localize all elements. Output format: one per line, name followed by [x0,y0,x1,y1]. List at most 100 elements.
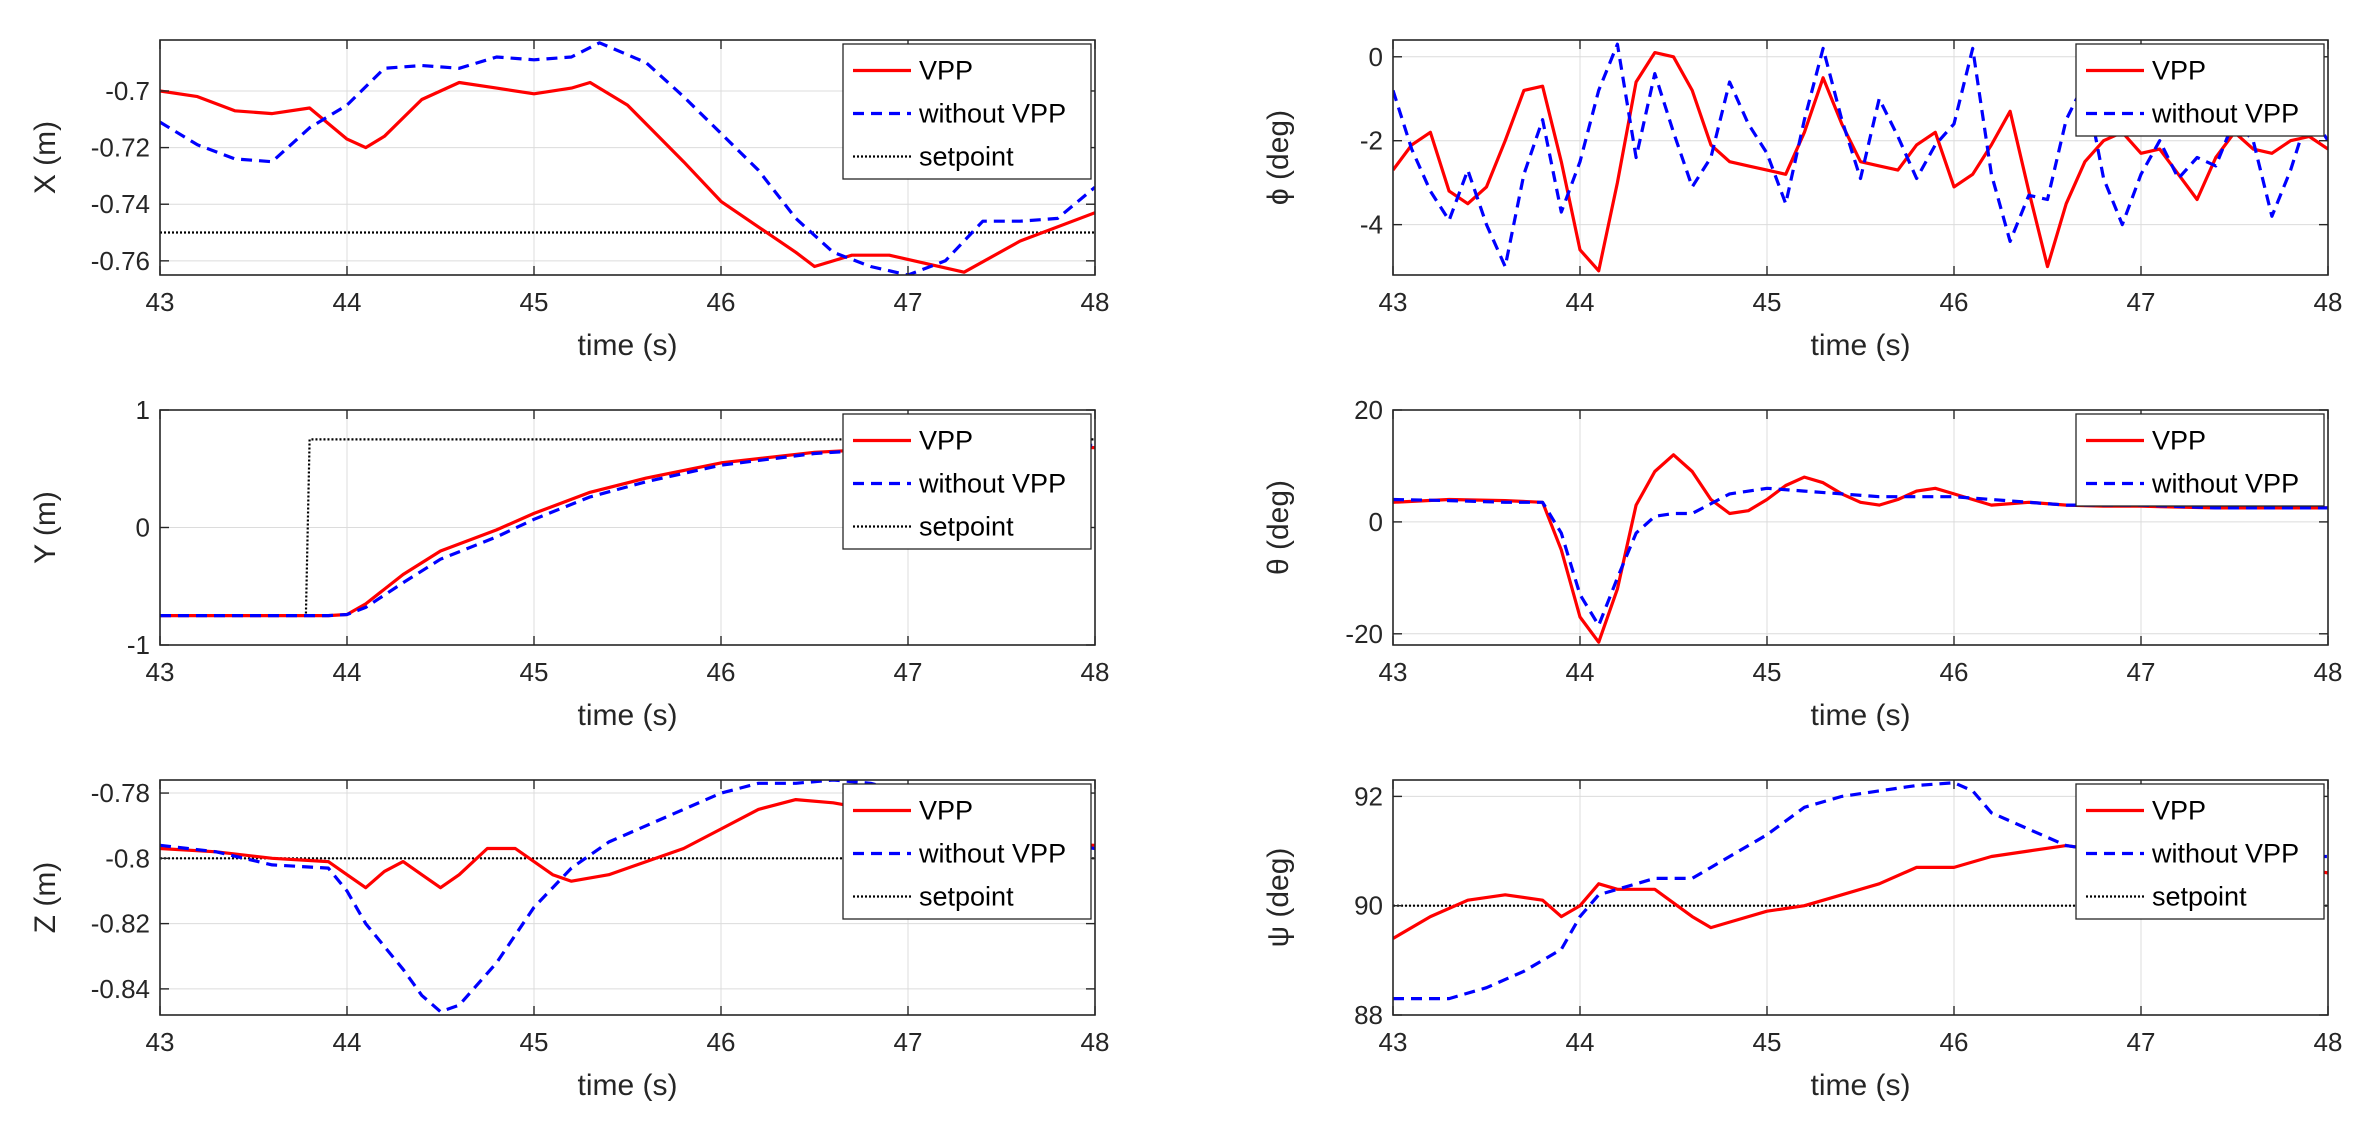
legend: VPP without VPP [2075,43,2325,137]
y-tick-label: -0.84 [91,974,150,1004]
x-tick-label: 45 [520,287,549,317]
x-tick-label: 47 [894,657,923,687]
x-axis-label: time (s) [578,699,678,732]
x-tick-label: 47 [894,287,923,317]
series-line-without [160,780,1095,1014]
axes-box [1392,779,2329,1016]
x-tick-label: 43 [146,287,175,317]
legend: VPP without VPP setpoint [2075,783,2325,920]
x-tick-label: 44 [333,1027,362,1057]
y-axis-label: ψ (deg) [1262,848,1295,948]
legend-label-setpoint: setpoint [919,142,1014,172]
x-axis-label: time (s) [578,329,678,362]
axes-box [1392,409,2329,646]
y-tick-label: 90 [1354,891,1383,921]
series-line-without [1393,42,2328,269]
x-tick-label: 48 [1081,657,1110,687]
subplot-psi: 43 44 45 46 47 48 88 90 92 time (s) ψ (deg) VPP with… [1262,779,2343,1102]
y-tick-label: 0 [1369,507,1383,537]
series-line-vpp [1393,453,2328,644]
y-tick-label: -0.74 [91,189,150,219]
legend: VPP without VPP [2075,413,2325,507]
y-tick-label: -0.7 [105,76,150,106]
x-axis-label: time (s) [578,1069,678,1102]
x-tick-label: 47 [2127,657,2156,687]
y-axis-label: Y (m) [29,491,62,564]
y-axis-label: ϕ (deg) [1262,110,1295,205]
x-tick-label: 44 [1566,1027,1595,1057]
legend-label-without: without VPP [918,469,1066,499]
x-tick-label: 46 [707,287,736,317]
y-tick-label: -20 [1345,619,1383,649]
x-tick-label: 46 [1940,657,1969,687]
axes-box [1392,39,2329,276]
y-tick-label: -0.78 [91,778,150,808]
x-axis-label: time (s) [1811,329,1911,362]
x-tick-label: 48 [2314,1027,2343,1057]
series-line-without [160,41,1095,275]
subplot-X: 43 44 45 46 47 48 -0.76 -0.74 -0.72 -0.7 time (s) X… [29,39,1109,362]
x-tick-label: 46 [1940,1027,1969,1057]
y-tick-label: -2 [1360,126,1383,156]
subplot-Z: 43 44 45 46 47 48 -0.84 -0.82 -0.8 -0.78 time (s) Z… [29,778,1109,1102]
x-tick-label: 45 [520,1027,549,1057]
x-tick-label: 48 [2314,287,2343,317]
x-tick-label: 45 [1753,287,1782,317]
y-axis-label: θ (deg) [1262,480,1295,575]
legend: VPP without VPP setpoint [842,413,1092,550]
y-tick-label: -0.82 [91,909,150,939]
y-tick-label: -0.76 [91,246,150,276]
legend: VPP without VPP setpoint [842,43,1092,180]
series-line-without [1393,486,2328,627]
legend-label-without: without VPP [918,839,1066,869]
y-tick-label: 88 [1354,1000,1383,1030]
legend-label-without: without VPP [2151,839,2299,869]
legend-label-vpp: VPP [2152,796,2206,826]
subplot-Y: 43 44 45 46 47 48 -1 0 1 time (s) Y (m) VPP without … [29,395,1109,732]
legend-label-vpp: VPP [919,56,973,86]
x-tick-label: 46 [707,1027,736,1057]
y-tick-label: 0 [136,513,150,543]
x-axis-label: time (s) [1811,1069,1911,1102]
legend-box [842,783,1092,920]
legend-box [2075,783,2325,920]
x-tick-label: 43 [146,657,175,687]
x-axis-label: time (s) [1811,699,1911,732]
x-tick-label: 46 [707,657,736,687]
legend-label-vpp: VPP [2152,426,2206,456]
axes-box [159,39,1096,276]
x-tick-label: 44 [1566,287,1595,317]
y-tick-label: 1 [136,395,150,425]
x-tick-label: 46 [1940,287,1969,317]
legend-label-vpp: VPP [919,426,973,456]
legend-label-setpoint: setpoint [919,512,1014,542]
legend-label-without: without VPP [2151,469,2299,499]
legend-label-setpoint: setpoint [919,882,1014,912]
x-tick-label: 43 [1379,287,1408,317]
y-axis-label: Z (m) [29,862,62,934]
y-tick-label: -1 [127,630,150,660]
series-line-vpp [160,80,1095,274]
legend-label-setpoint: setpoint [2152,882,2247,912]
legend-label-without: without VPP [2151,99,2299,129]
legend-box [2075,43,2325,137]
x-tick-label: 44 [333,657,362,687]
x-tick-label: 48 [2314,657,2343,687]
subplot-phi: 43 44 45 46 47 48 -4 -2 0 time (s) ϕ (deg) VPP witho… [1262,39,2343,362]
x-tick-label: 43 [1379,1027,1408,1057]
y-tick-label: 0 [1369,42,1383,72]
legend-box [2075,413,2325,507]
x-tick-label: 45 [1753,657,1782,687]
x-tick-label: 47 [894,1027,923,1057]
x-tick-label: 44 [333,287,362,317]
legend-label-vpp: VPP [919,796,973,826]
legend-label-vpp: VPP [2152,56,2206,86]
x-tick-label: 45 [520,657,549,687]
x-tick-label: 43 [146,1027,175,1057]
x-tick-label: 45 [1753,1027,1782,1057]
y-tick-label: 20 [1354,395,1383,425]
legend: VPP without VPP setpoint [842,783,1092,920]
x-tick-label: 47 [2127,1027,2156,1057]
x-tick-label: 43 [1379,657,1408,687]
